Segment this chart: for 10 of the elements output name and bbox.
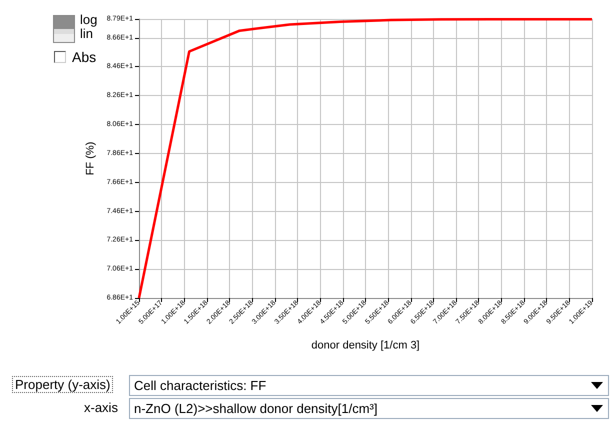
text: x-axis [84,400,118,415]
text: Abs [72,49,96,65]
text: Property (y-axis) [12,376,114,393]
text: log [80,12,98,27]
line-series [138,18,594,300]
x-axis-title: donor density [1/cm 3] [311,340,420,352]
text: Cell characteristics: FF [129,375,609,396]
text: n-ZnO (L2)>>shallow donor density[1/cm³] [129,398,609,419]
text: lin [80,26,94,41]
y-axis-title: FF (%) [84,142,96,176]
